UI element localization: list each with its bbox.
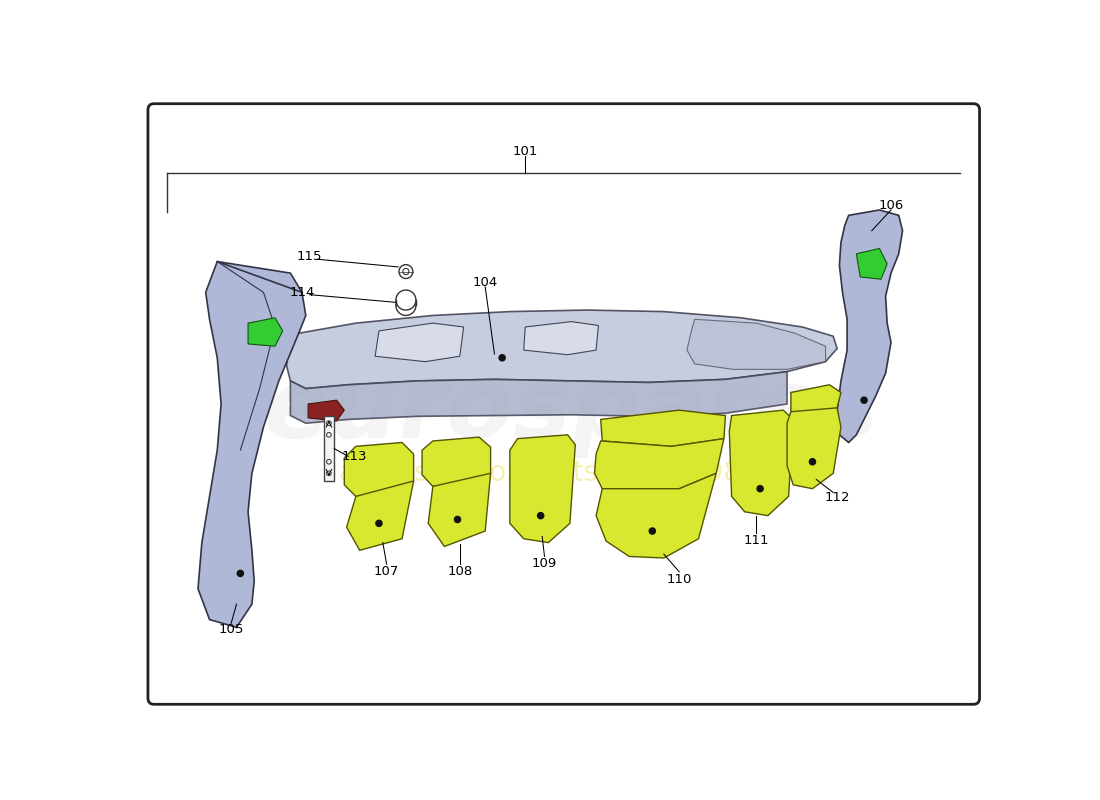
Circle shape: [399, 265, 412, 278]
Circle shape: [499, 354, 505, 361]
Polygon shape: [788, 408, 842, 489]
FancyBboxPatch shape: [147, 104, 980, 704]
Circle shape: [538, 513, 543, 518]
Circle shape: [376, 520, 382, 526]
Polygon shape: [729, 410, 793, 516]
Text: 113: 113: [342, 450, 367, 463]
Text: 105: 105: [219, 623, 244, 636]
Polygon shape: [344, 442, 414, 496]
Circle shape: [757, 486, 763, 492]
Text: 108: 108: [448, 566, 472, 578]
Circle shape: [396, 290, 416, 310]
Circle shape: [238, 570, 243, 577]
Polygon shape: [346, 481, 414, 550]
Polygon shape: [290, 372, 788, 423]
Polygon shape: [218, 262, 301, 312]
Polygon shape: [601, 410, 726, 446]
Polygon shape: [249, 318, 283, 346]
Circle shape: [649, 528, 656, 534]
Text: 109: 109: [532, 557, 557, 570]
Polygon shape: [323, 415, 334, 481]
Text: 110: 110: [667, 573, 692, 586]
Text: eurospares: eurospares: [264, 365, 879, 458]
Text: 111: 111: [744, 534, 769, 546]
Text: 106: 106: [879, 199, 903, 212]
Polygon shape: [686, 319, 825, 370]
Polygon shape: [524, 322, 598, 354]
Polygon shape: [837, 210, 902, 442]
Circle shape: [454, 517, 461, 522]
Text: 115: 115: [297, 250, 322, 262]
Text: 107: 107: [374, 566, 399, 578]
Polygon shape: [510, 435, 575, 542]
Text: 114: 114: [289, 286, 315, 299]
Polygon shape: [375, 323, 464, 362]
Circle shape: [861, 397, 867, 403]
Polygon shape: [596, 474, 716, 558]
Text: 112: 112: [824, 491, 850, 505]
Circle shape: [810, 458, 815, 465]
Polygon shape: [856, 249, 887, 279]
Polygon shape: [594, 438, 724, 496]
Polygon shape: [428, 474, 491, 546]
Polygon shape: [286, 310, 837, 389]
Polygon shape: [422, 437, 491, 486]
Polygon shape: [791, 385, 842, 415]
Circle shape: [403, 269, 409, 274]
Circle shape: [396, 295, 416, 315]
Polygon shape: [308, 400, 344, 421]
Text: a passion for parts since 1985: a passion for parts since 1985: [339, 459, 758, 487]
Polygon shape: [198, 262, 306, 627]
Text: 104: 104: [473, 276, 498, 289]
Text: 101: 101: [513, 145, 538, 158]
